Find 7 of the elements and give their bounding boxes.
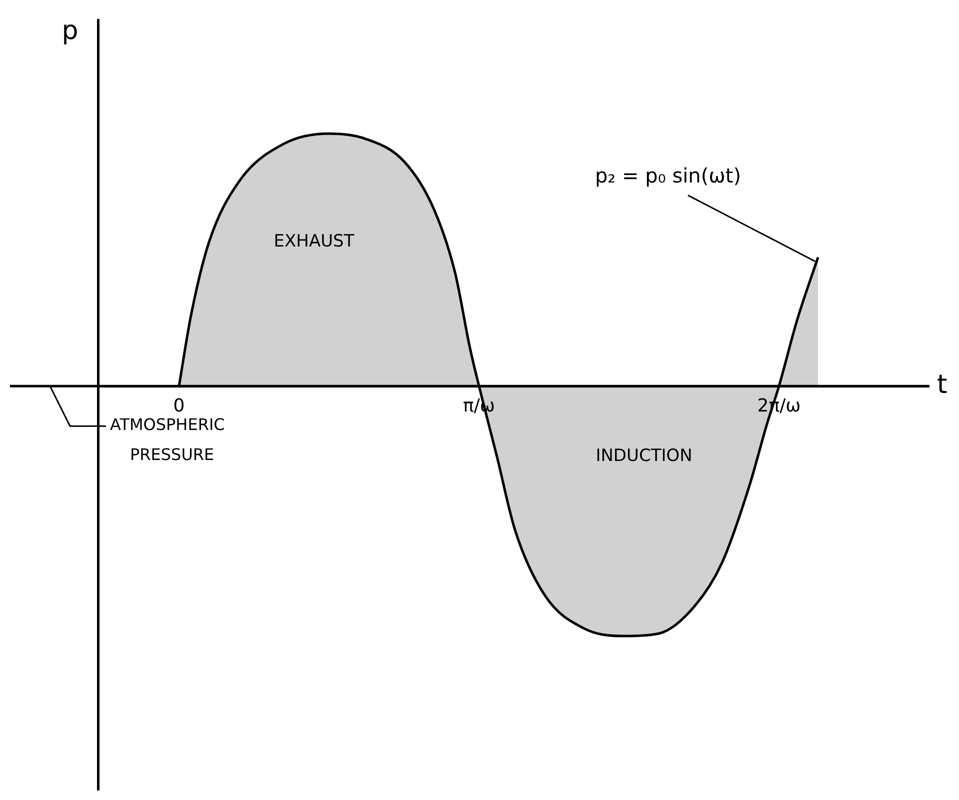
x-axis-title: t [937,370,948,400]
annotation: p₂ = p₀ sin(ωt) [594,164,742,188]
ref-line-label: ATMOSPHERIC PRESSURE [110,415,225,464]
annotation: INDUCTION [596,446,692,466]
y-axis-title: p [62,16,78,46]
x-tick-label: 0 [173,396,185,417]
annotation: EXHAUST [274,232,355,252]
